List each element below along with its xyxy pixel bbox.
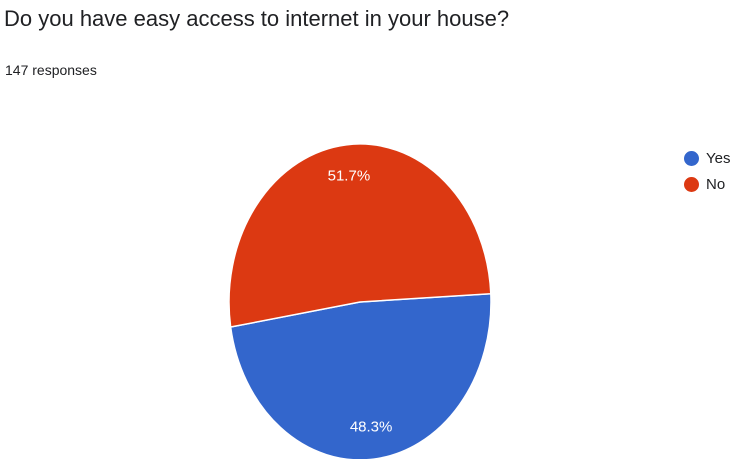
legend-item-yes[interactable]: Yes [684,145,736,171]
chart-legend: Yes No [684,145,736,197]
pie-slice-yes[interactable] [229,292,492,459]
slice-label-yes: 48.3% [350,419,393,436]
slice-label-no: 51.7% [328,167,371,184]
legend-label-no: No [706,175,726,193]
question-title: Do you have easy access to internet in y… [4,6,510,31]
legend-swatch-no [684,176,699,192]
response-count: 147 responses [5,62,97,78]
legend-item-no[interactable]: No [684,171,736,197]
legend-label-yes: Yes [706,149,731,167]
pie-slice-no[interactable] [228,143,492,328]
legend-swatch-yes [684,150,699,166]
